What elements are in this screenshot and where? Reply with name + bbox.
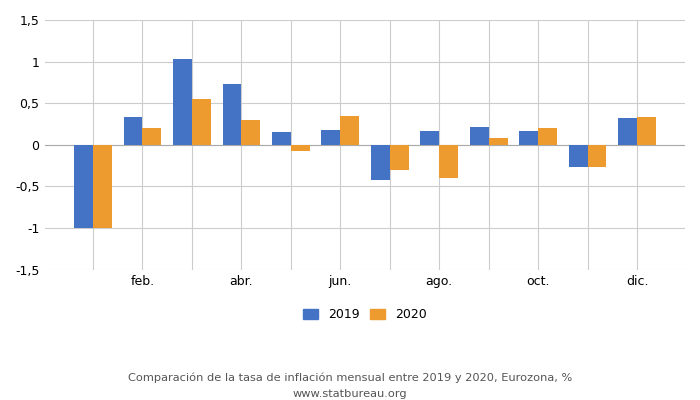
Bar: [340, 116, 359, 145]
Bar: [241, 120, 260, 145]
Bar: [519, 131, 538, 145]
Bar: [124, 117, 142, 145]
Bar: [489, 138, 508, 145]
Bar: [587, 145, 606, 167]
Bar: [93, 145, 112, 228]
Bar: [272, 132, 290, 145]
Bar: [173, 59, 192, 145]
Bar: [538, 128, 557, 145]
Bar: [439, 145, 458, 178]
Bar: [74, 145, 93, 228]
Bar: [390, 145, 409, 170]
Bar: [192, 99, 211, 145]
Bar: [142, 128, 161, 145]
Bar: [223, 84, 241, 145]
Legend: 2019, 2020: 2019, 2020: [303, 308, 427, 322]
Bar: [321, 130, 340, 145]
Bar: [371, 145, 390, 180]
Bar: [637, 117, 656, 145]
Bar: [569, 145, 587, 167]
Text: Comparación de la tasa de inflación mensual entre 2019 y 2020, Eurozona, %: Comparación de la tasa de inflación mens…: [128, 373, 572, 383]
Bar: [470, 126, 489, 145]
Text: www.statbureau.org: www.statbureau.org: [293, 389, 407, 399]
Bar: [421, 131, 439, 145]
Bar: [618, 118, 637, 145]
Bar: [290, 145, 309, 151]
